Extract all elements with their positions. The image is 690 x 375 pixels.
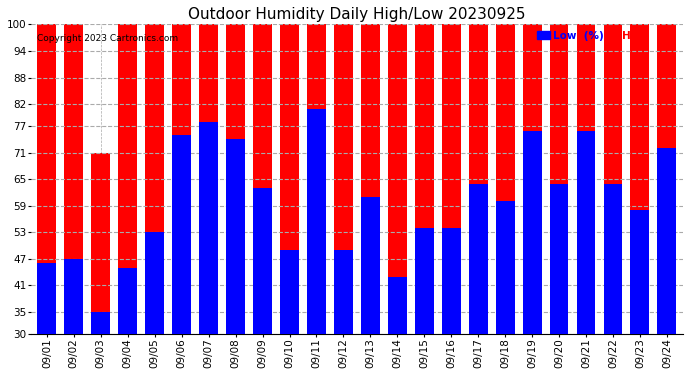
Bar: [172, 135, 191, 334]
Bar: [631, 24, 649, 334]
Bar: [522, 130, 542, 334]
Bar: [495, 201, 515, 334]
Bar: [469, 184, 488, 334]
Bar: [226, 140, 245, 334]
Bar: [280, 250, 299, 334]
Bar: [280, 24, 299, 334]
Bar: [550, 184, 569, 334]
Bar: [64, 24, 83, 334]
Bar: [415, 228, 434, 334]
Bar: [119, 268, 137, 334]
Bar: [37, 24, 57, 334]
Bar: [388, 24, 407, 334]
Bar: [658, 24, 676, 334]
Bar: [119, 24, 137, 334]
Title: Outdoor Humidity Daily High/Low 20230925: Outdoor Humidity Daily High/Low 20230925: [188, 7, 526, 22]
Bar: [199, 122, 218, 334]
Text: Copyright 2023 Cartronics.com: Copyright 2023 Cartronics.com: [37, 34, 179, 43]
Bar: [226, 24, 245, 334]
Bar: [253, 188, 272, 334]
Bar: [146, 232, 164, 334]
Bar: [631, 210, 649, 334]
Bar: [604, 184, 622, 334]
Bar: [91, 153, 110, 334]
Bar: [334, 250, 353, 334]
Bar: [495, 24, 515, 334]
Bar: [172, 24, 191, 334]
Bar: [253, 24, 272, 334]
Bar: [577, 130, 595, 334]
Bar: [522, 24, 542, 334]
Bar: [146, 24, 164, 334]
Legend: Low  (%), High  (%): Low (%), High (%): [536, 30, 678, 42]
Bar: [604, 24, 622, 334]
Bar: [469, 24, 488, 334]
Bar: [91, 312, 110, 334]
Bar: [64, 259, 83, 334]
Bar: [415, 24, 434, 334]
Bar: [577, 24, 595, 334]
Bar: [388, 276, 407, 334]
Bar: [37, 263, 57, 334]
Bar: [307, 108, 326, 334]
Bar: [442, 24, 461, 334]
Bar: [658, 148, 676, 334]
Bar: [442, 228, 461, 334]
Bar: [550, 24, 569, 334]
Bar: [199, 24, 218, 334]
Bar: [361, 24, 380, 334]
Bar: [307, 24, 326, 334]
Bar: [361, 197, 380, 334]
Bar: [334, 24, 353, 334]
